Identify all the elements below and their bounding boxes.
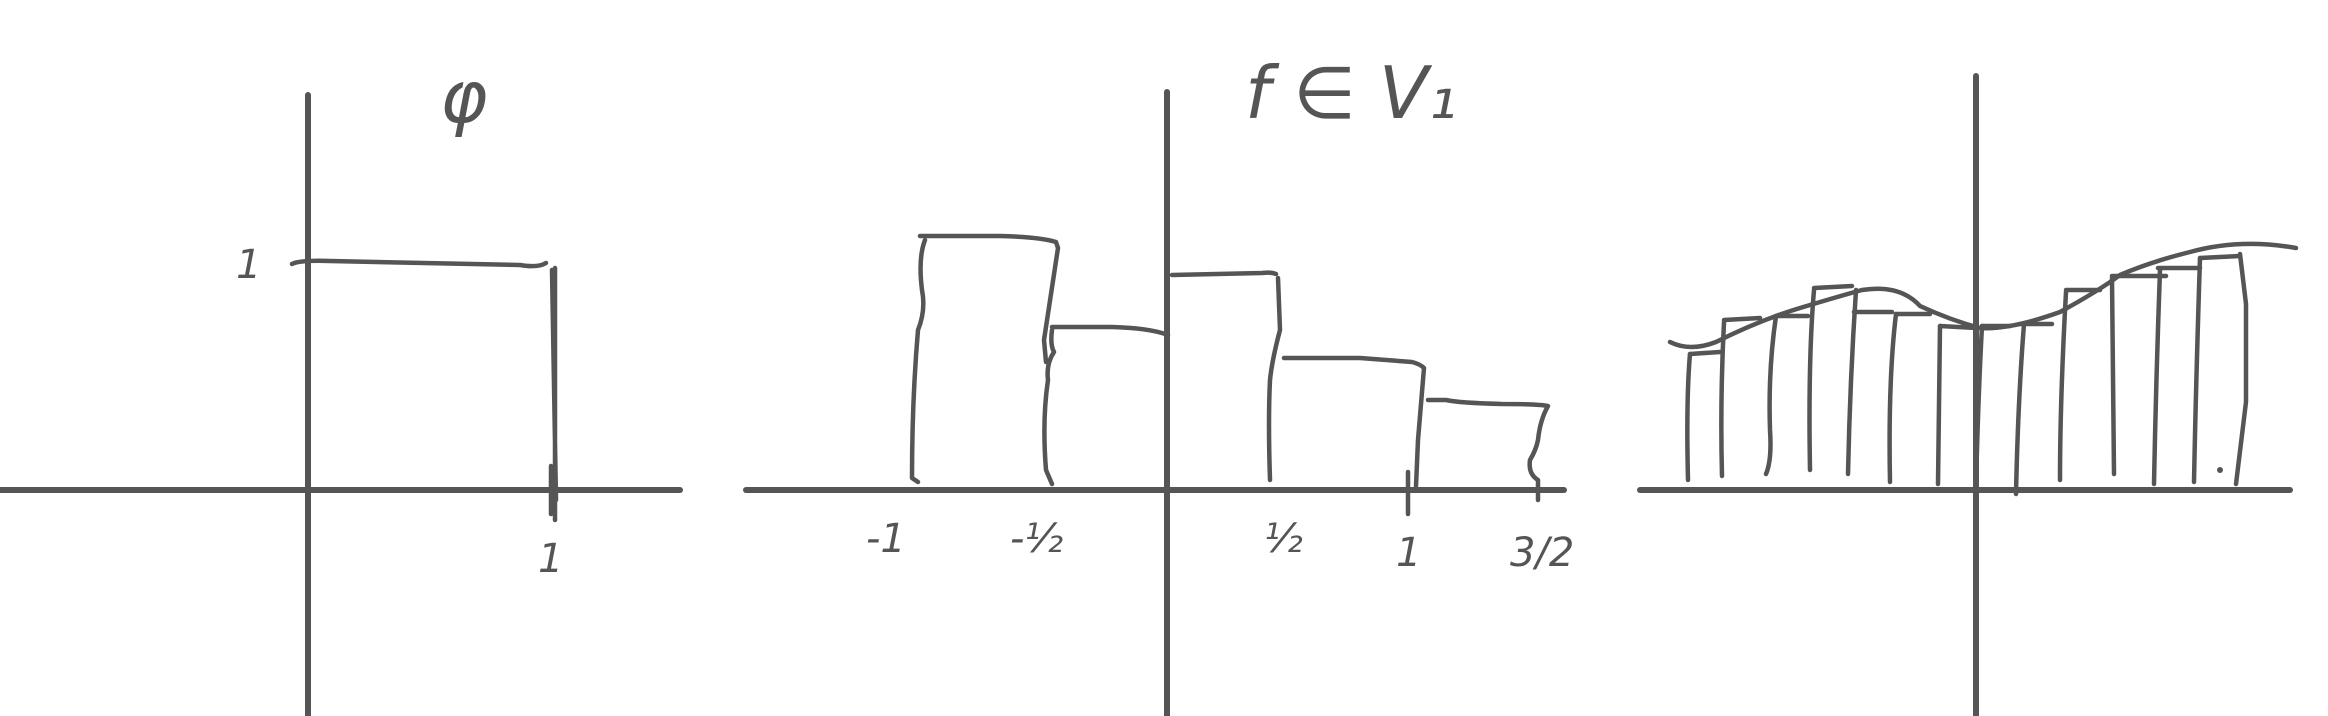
v1-x-tick-label-three-halves: 3/2	[1510, 530, 1574, 576]
panel-phi: φ 1 1	[0, 55, 683, 716]
v1-step-4	[1281, 355, 1427, 489]
v1-x-tick-label-one: 1	[1396, 530, 1421, 576]
v1-title: f ∈ V₁	[1245, 51, 1457, 135]
v1-step-2	[1042, 324, 1171, 487]
v1-x-tick-label-half: ½	[1264, 516, 1303, 562]
phi-box-function	[289, 258, 559, 523]
approx-verticals	[1685, 251, 2249, 497]
phi-x-tick-label: 1	[538, 536, 563, 582]
v1-step-3	[1169, 270, 1283, 483]
v1-x-tick-label-neg-half: -½	[1010, 516, 1063, 562]
approx-smooth-curve	[1667, 241, 2299, 350]
v1-step-1-left-side	[909, 237, 928, 485]
approx-steps-right	[1979, 253, 2243, 329]
v1-step-5	[1425, 397, 1551, 503]
phi-title: φ	[440, 55, 488, 139]
approx-dot	[2217, 467, 2223, 473]
v1-step-1	[917, 233, 1061, 365]
panel-v1: f ∈ V₁ -1 -½ ½ 1 3/2	[743, 51, 1574, 716]
v1-x-tick-label-neg-one: -1	[866, 516, 906, 562]
panel-approximation	[1637, 73, 2299, 716]
phi-y-tick-label: 1	[236, 242, 261, 288]
approx-steps-left	[1687, 283, 1979, 357]
